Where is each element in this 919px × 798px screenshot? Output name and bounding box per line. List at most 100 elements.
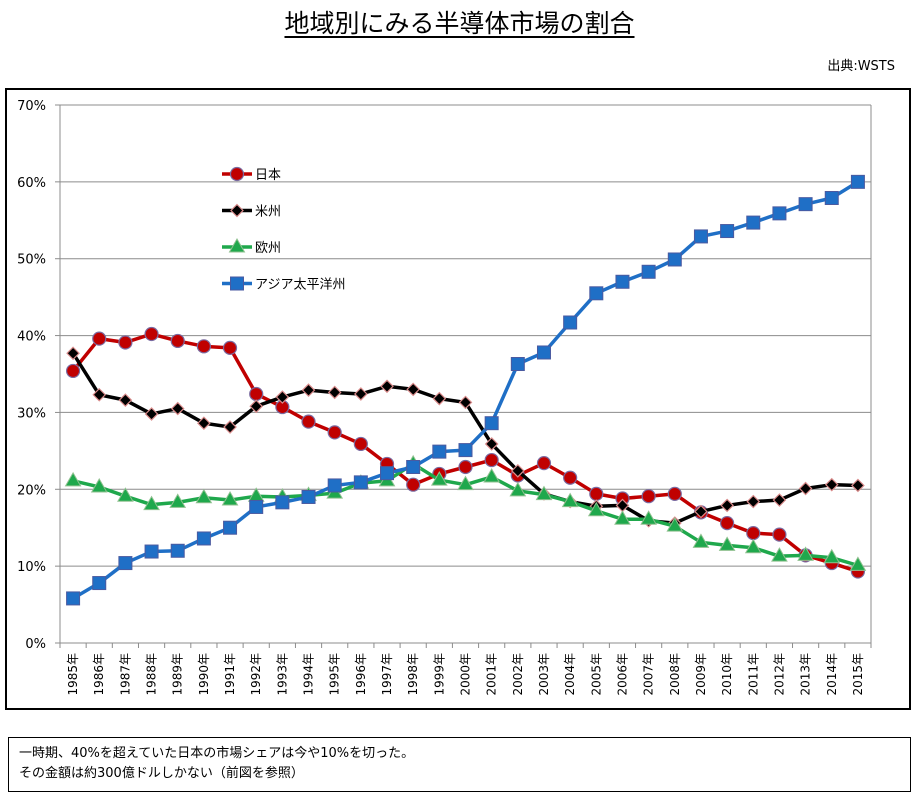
data-point [169, 493, 187, 508]
data-point [249, 499, 264, 514]
y-tick-label: 50% [17, 253, 46, 268]
x-tick-label: 2000年 [459, 653, 473, 696]
data-point [484, 416, 499, 431]
x-tick-label: 1994年 [302, 653, 316, 696]
source-label: 出典:WSTS [827, 59, 895, 74]
data-point [327, 385, 342, 400]
legend-marker-diamond-icon [230, 203, 244, 218]
data-point [483, 467, 501, 483]
data-point [797, 546, 814, 561]
data-point [380, 379, 394, 394]
line-chart: 0% 10% 20% 30% 40% 50% 60% 70% 1985年 1986年 1987年 19… [17, 99, 872, 696]
data-point [353, 436, 368, 452]
data-point [640, 510, 657, 525]
data-point [90, 477, 108, 493]
data-point [718, 536, 736, 551]
data-point [720, 224, 735, 239]
data-point [641, 489, 656, 504]
data-point [118, 335, 133, 350]
data-point [535, 485, 553, 501]
data-point [824, 190, 839, 205]
legend-item: 米州 [222, 203, 281, 220]
data-point [66, 591, 81, 606]
data-point [432, 444, 447, 459]
data-point [92, 387, 107, 402]
data-point [143, 495, 160, 511]
x-tick-label: 2014年 [825, 653, 839, 696]
data-point [118, 556, 133, 571]
data-point [406, 382, 421, 397]
data-point [223, 420, 237, 434]
x-tick-label: 2007年 [642, 653, 656, 696]
legend-label: 日本 [255, 168, 281, 183]
data-point [327, 478, 342, 493]
data-point [301, 414, 316, 429]
data-point [823, 548, 841, 564]
note-line-2: その金額は約300億ドルしかない（前図を参照） [19, 766, 304, 781]
y-tick-label: 40% [17, 330, 46, 345]
x-tick-label: 2008年 [668, 653, 682, 696]
x-tick-label: 2002年 [511, 653, 525, 696]
title-text: 地域別にみる半導体市場の割合 [284, 9, 635, 38]
data-point [458, 395, 473, 410]
data-point [144, 326, 159, 342]
y-tick-label: 0% [25, 637, 46, 652]
data-point [275, 390, 290, 404]
data-point [458, 459, 473, 475]
data-point [221, 491, 239, 506]
data-point [746, 215, 761, 230]
data-point [614, 510, 631, 525]
data-point [772, 493, 787, 507]
data-point [536, 345, 551, 360]
data-point [746, 525, 761, 541]
data-point [746, 494, 761, 509]
data-point [561, 492, 579, 508]
legend-item: アジア太平洋州 [222, 276, 345, 293]
series-3 [66, 174, 865, 606]
data-point [430, 471, 448, 486]
data-point [249, 386, 264, 402]
x-tick-label: 2013年 [799, 653, 813, 696]
x-tick-label: 2004年 [563, 653, 577, 696]
data-point [694, 504, 708, 519]
x-tick-label: 2001年 [485, 653, 499, 696]
data-point [457, 475, 474, 491]
data-point [666, 517, 684, 532]
data-point [66, 346, 80, 361]
data-point [587, 501, 605, 517]
data-point [118, 393, 133, 407]
data-point [275, 495, 290, 510]
data-point [406, 459, 421, 474]
x-tick-label: 2011年 [746, 653, 760, 696]
legend-label: 欧州 [255, 241, 281, 256]
data-point [536, 456, 552, 471]
data-point [798, 481, 813, 496]
data-point [563, 315, 578, 330]
x-tick-label: 1993年 [275, 653, 289, 696]
x-tick-label: 1985年 [66, 653, 80, 696]
data-point [693, 229, 708, 244]
data-point [432, 391, 447, 406]
x-tick-label: 1989年 [171, 653, 185, 696]
x-tick-label: 1996年 [354, 653, 368, 696]
legend-label: 米州 [255, 205, 281, 220]
y-tick-label: 30% [17, 406, 46, 421]
data-point [641, 264, 656, 279]
data-point [510, 357, 525, 372]
data-point [144, 544, 159, 559]
y-tick-label: 20% [17, 483, 46, 498]
data-point [406, 477, 421, 492]
data-point [223, 520, 238, 535]
chart-container: 0% 10% 20% 30% 40% 50% 60% 70% 1985年 1986年 1987年 19… [5, 88, 911, 710]
data-point [851, 478, 865, 493]
data-point [720, 498, 734, 513]
data-point [222, 340, 238, 355]
data-point [195, 488, 213, 504]
data-point [170, 543, 185, 558]
y-tick-label: 70% [17, 99, 46, 114]
legend-marker-triangle-icon [228, 237, 246, 253]
x-tick-label: 2009年 [694, 653, 708, 696]
x-tick-label: 1998年 [406, 653, 420, 696]
data-point [509, 481, 527, 497]
data-point [484, 452, 499, 468]
